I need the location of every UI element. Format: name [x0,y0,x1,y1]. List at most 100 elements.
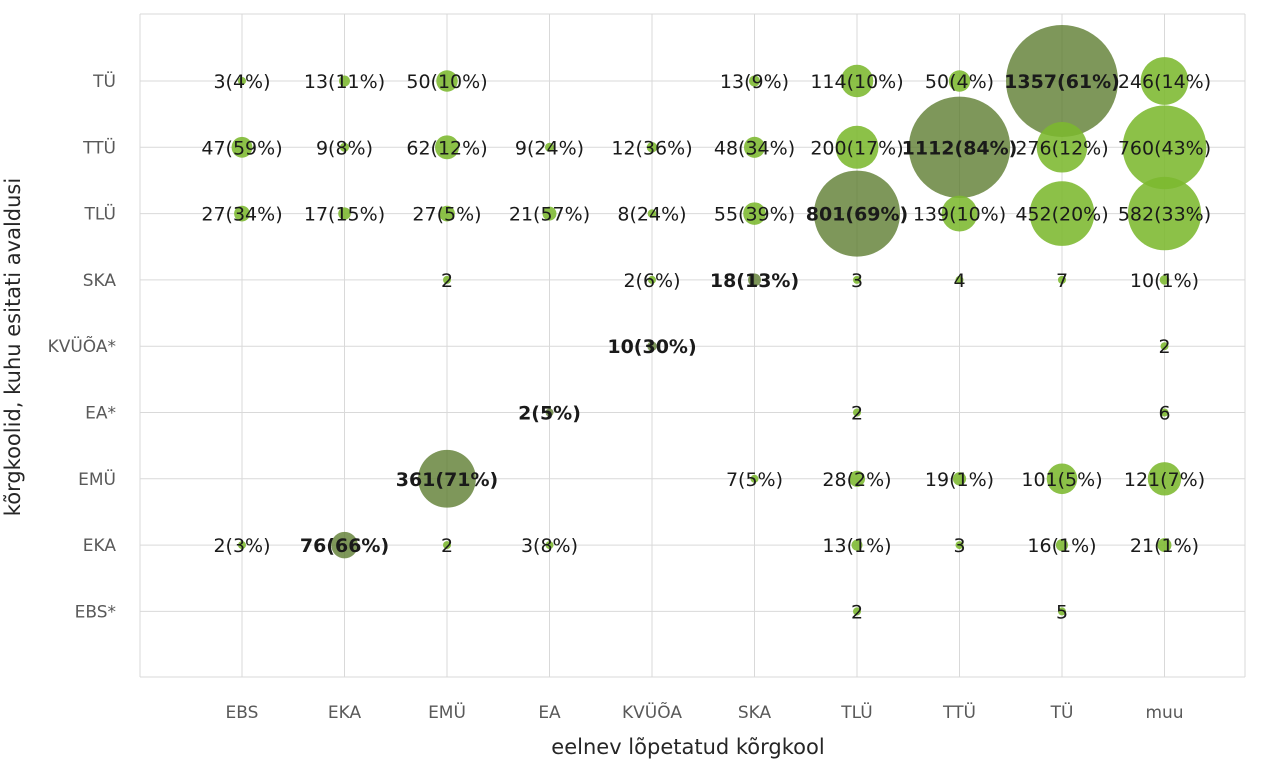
data-label: 452(20%) [1015,204,1108,226]
data-label: 55(39%) [714,204,795,226]
x-tick-label: EA [538,703,561,723]
bubble [443,275,451,284]
x-tick-label: TTÜ [942,701,976,723]
data-label: 2 [1158,336,1170,358]
bubble [749,75,760,87]
bubble [436,70,458,92]
bubble [339,75,350,87]
data-label: 10(30%) [607,336,696,358]
bubbles [231,25,1207,616]
bubble [439,205,455,222]
data-label: 13(11%) [304,71,385,93]
data-label: 2 [441,270,453,292]
data-label: 200(17%) [810,137,903,159]
data-label: 276(12%) [1015,137,1108,159]
bubble [1057,275,1067,284]
y-tick-label: TÜ [92,70,116,92]
x-axis-ticks: EBS EKA EMÜ EA KVÜÕA SKA TLÜ TTÜ TÜ muu [226,701,1184,723]
data-label: 8(24%) [617,204,686,226]
data-label: 2 [851,601,863,623]
bubble-highlight [908,96,1011,198]
data-label: 361(71%) [396,469,499,491]
data-label: 19(1%) [925,469,994,491]
bubble [955,275,964,284]
bubble [848,470,866,487]
bubble [1127,176,1202,251]
y-tick-label: SKA [83,271,117,291]
data-label: 3(8%) [521,535,578,557]
data-label: 1112(84%) [902,137,1018,159]
bubble [1160,408,1169,417]
bubble-highlight [813,170,901,257]
data-label: 2 [851,403,863,425]
data-label: 2(6%) [623,270,680,292]
bubble-highlight [418,449,476,508]
x-axis-title: eelnev lõpetatud kõrgkool [551,735,824,759]
data-label: 18(13%) [710,270,799,292]
bubble [338,207,351,220]
y-tick-label: TLÜ [84,203,116,225]
bubble [941,195,978,232]
data-label: 101(5%) [1021,469,1102,491]
y-tick-label: EMÜ [78,468,116,490]
data-label: 114(10%) [810,71,903,93]
bubble [435,135,459,160]
data-label: 17(15%) [304,204,385,226]
data-label: 3 [851,270,863,292]
bubble-highlight [331,531,358,559]
bubble [1055,539,1069,552]
y-axis-title: kõrgkoolid, kuhu esitati avaldusi [1,178,25,516]
y-tick-label: EBS* [75,602,116,622]
bubble [231,136,253,158]
bubble [646,142,658,153]
data-label: 21(57%) [509,204,590,226]
bubble [952,472,967,486]
bubble-highlight [545,408,554,417]
bubble [542,206,557,221]
bubble [1029,181,1095,246]
bubble [835,125,879,169]
data-label: 801(69%) [806,204,909,226]
data-label: 760(43%) [1118,137,1211,159]
x-tick-label: EBS [226,703,259,723]
bubble [750,474,759,483]
data-label: 139(10%) [913,204,1006,226]
data-label: 582(33%) [1118,204,1211,226]
y-axis-ticks: TÜ TTÜ TLÜ SKA KVÜÕA* EA* EMÜ EKA EBS* [48,70,117,622]
bubble [1140,57,1189,105]
bubble [955,541,964,550]
bubble [743,202,766,225]
data-label: 2 [441,535,453,557]
bubble-highlight [1006,25,1118,137]
data-label: 27(5%) [412,204,481,226]
data-label: 9(24%) [515,137,584,159]
bubble [238,541,246,550]
data-label: 3 [953,535,965,557]
data-label: 76(66%) [300,535,389,557]
bubble [648,275,656,284]
bubble [1159,275,1170,285]
x-tick-label: muu [1145,703,1183,723]
bubble [948,70,971,92]
bubble [443,541,451,550]
bubble [1157,538,1172,553]
data-label: 28(2%) [822,469,891,491]
bubble [1058,607,1066,616]
bubble [1036,122,1088,173]
data-label: 50(4%) [925,71,994,93]
data-label: 13(1%) [822,535,891,557]
bubble [647,209,657,218]
bubble [853,408,861,417]
bubble [1147,462,1182,496]
data-label: 21(1%) [1130,535,1199,557]
y-tick-label: TTÜ [82,136,116,158]
y-tick-label: KVÜÕA* [48,335,116,357]
data-label: 2(5%) [518,403,581,425]
data-label: 48(34%) [714,137,795,159]
data-label: 7(5%) [726,469,783,491]
data-label: 27(34%) [201,204,282,226]
bubble [853,607,861,616]
bubble [851,539,863,551]
x-tick-label: TLÜ [840,701,872,723]
x-tick-label: KVÜÕA [622,701,682,723]
